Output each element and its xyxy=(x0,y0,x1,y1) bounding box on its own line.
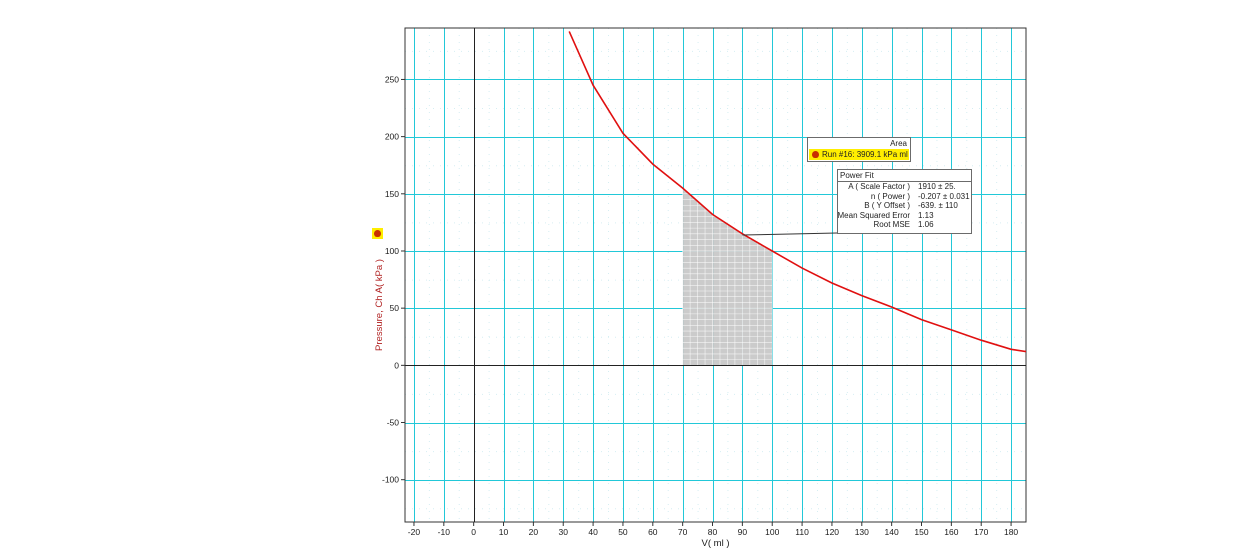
fit-param-value: 1910 ± 25. xyxy=(918,182,956,191)
run-marker-icon xyxy=(812,151,819,158)
y-axis-title: Pressure, Ch A( kPa ) xyxy=(374,259,385,351)
y-tick-label: -50 xyxy=(387,418,400,428)
x-axis-title: V( ml ) xyxy=(702,538,730,549)
fit-leader-line xyxy=(742,232,838,236)
power-fit-box[interactable]: Power Fit A ( Scale Factor ) 1910 ± 25. … xyxy=(837,169,972,234)
fit-param-name: Root MSE xyxy=(873,220,910,229)
fit-row: n ( Power ) -0.207 ± 0.031 xyxy=(838,192,971,202)
y-tick-label: 250 xyxy=(385,74,399,84)
x-tick-label: 160 xyxy=(944,527,958,537)
plot-frame xyxy=(404,27,1027,523)
power-fit-title: Power Fit xyxy=(838,170,971,182)
y-tick-label: 200 xyxy=(385,132,399,142)
x-tick-label: 70 xyxy=(678,527,688,537)
y-axis-series-marker[interactable] xyxy=(372,228,383,239)
x-tick-label: 80 xyxy=(708,527,718,537)
fit-row: Root MSE 1.06 xyxy=(838,220,971,230)
x-tick-label: 180 xyxy=(1004,527,1018,537)
x-tick-label: 50 xyxy=(618,527,628,537)
area-annotation-box[interactable]: Area Run #16: 3909.1 kPa ml xyxy=(807,137,911,162)
y-tick-label: 100 xyxy=(385,246,399,256)
x-tick-label: 100 xyxy=(765,527,779,537)
fit-row: Mean Squared Error 1.13 xyxy=(838,211,971,221)
x-tick-label: 60 xyxy=(648,527,658,537)
series-layer xyxy=(568,31,1026,353)
tick-labels: -20 -10 0 10 20 30 40 50 60 70 80 90 100 110 120 130 140… xyxy=(382,74,1018,537)
zero-axes xyxy=(405,28,1026,522)
y-tick-label: -100 xyxy=(382,475,399,485)
x-tick-label: -10 xyxy=(438,527,451,537)
fit-param-name: B ( Y Offset ) xyxy=(864,201,910,210)
x-tick-label: 150 xyxy=(914,527,928,537)
x-tick-label: 170 xyxy=(974,527,988,537)
fit-param-value: -0.207 ± 0.031 xyxy=(918,191,970,201)
x-tick-label: 30 xyxy=(559,527,569,537)
x-tick-label: 40 xyxy=(588,527,598,537)
series-line-run-16 xyxy=(568,31,1026,353)
x-tick-label: 20 xyxy=(529,527,539,537)
area-title: Area xyxy=(890,139,907,148)
x-tick-label: 120 xyxy=(825,527,839,537)
shaded-area xyxy=(682,188,773,366)
run-marker-icon xyxy=(374,230,381,237)
y-tick-label: 150 xyxy=(385,189,399,199)
fit-row: B ( Y Offset ) -639. ± 110 xyxy=(838,201,971,211)
fit-param-value: -639. ± 110 xyxy=(918,201,958,210)
fit-param-name: A ( Scale Factor ) xyxy=(848,182,910,191)
x-tick-label: 10 xyxy=(499,527,509,537)
fit-param-name: Mean Squared Error xyxy=(837,210,910,220)
x-tick-label: -20 xyxy=(408,527,421,537)
x-tick-label: 110 xyxy=(795,527,809,537)
y-tick-label: 50 xyxy=(390,303,400,313)
fit-param-name: n ( Power ) xyxy=(870,191,910,201)
area-run-row: Run #16: 3909.1 kPa ml xyxy=(809,149,909,160)
x-tick-label: 0 xyxy=(471,527,476,537)
area-run-label: Run #16: 3909.1 kPa ml xyxy=(822,150,908,159)
fit-row: A ( Scale Factor ) 1910 ± 25. xyxy=(838,182,971,192)
y-tick-label: 0 xyxy=(394,360,399,370)
fit-param-value: 1.13 xyxy=(918,210,934,220)
x-tick-label: 90 xyxy=(738,527,748,537)
fit-param-value: 1.06 xyxy=(918,220,934,229)
x-tick-label: 140 xyxy=(885,527,899,537)
x-tick-label: 130 xyxy=(855,527,869,537)
